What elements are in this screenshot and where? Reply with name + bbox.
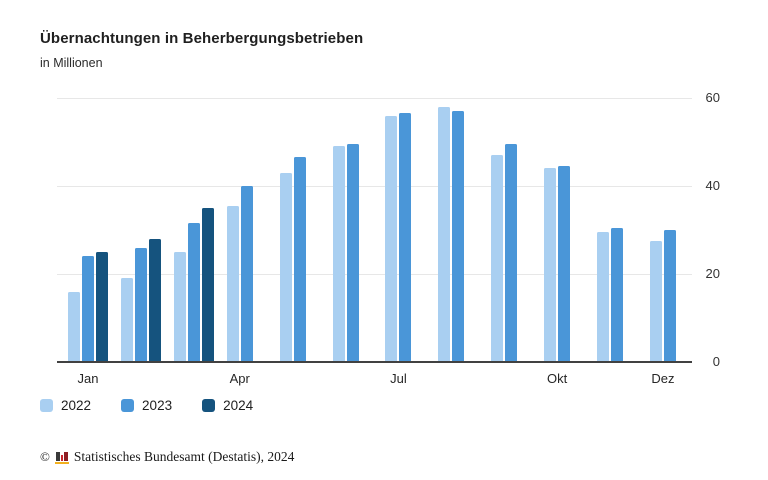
y-tick-label-60: 60 xyxy=(705,90,720,105)
legend: 2022 2023 2024 xyxy=(40,398,253,413)
chart-title: Übernachtungen in Beherbergungsbetrieben xyxy=(40,30,364,47)
month-group-Sep xyxy=(480,98,533,362)
bar-2022-Okt[interactable] xyxy=(544,168,557,362)
bar-2023-Feb[interactable] xyxy=(134,247,147,362)
legend-item-2024[interactable]: 2024 xyxy=(202,398,253,413)
x-tick-label-Jul: Jul xyxy=(390,371,407,386)
bar-2024-Feb[interactable] xyxy=(148,238,161,362)
bar-2024-Mär[interactable] xyxy=(201,208,214,362)
month-group-Jun xyxy=(322,98,375,362)
legend-item-2022[interactable]: 2022 xyxy=(40,398,91,413)
x-tick-label-Okt: Okt xyxy=(547,371,568,386)
bar-2022-Jun[interactable] xyxy=(332,146,345,362)
y-tick-label-0: 0 xyxy=(712,354,720,369)
bars-row: Jan Apr Jul Okt Dez xyxy=(57,98,692,386)
bar-2022-Jan[interactable] xyxy=(68,291,80,362)
bar-2022-Mai[interactable] xyxy=(279,172,292,362)
bar-2022-Jul[interactable] xyxy=(385,115,398,362)
destatis-logo-icon xyxy=(54,451,69,464)
bar-2023-Aug[interactable] xyxy=(452,111,465,362)
plot-area: Jan Apr Jul Okt Dez xyxy=(57,98,692,386)
legend-swatch-2022 xyxy=(40,399,53,412)
bar-2023-Nov[interactable] xyxy=(611,227,624,362)
month-group-Mär xyxy=(163,98,216,362)
month-group-Apr: Apr xyxy=(216,98,269,386)
copyright-sign: © xyxy=(40,449,50,464)
bar-2022-Aug[interactable] xyxy=(438,106,451,362)
gridline-40 xyxy=(57,186,692,187)
source-text: Statistisches Bundesamt (Destatis), 2024 xyxy=(73,449,295,464)
bar-2022-Dez[interactable] xyxy=(649,241,662,362)
month-group-Jan: Jan xyxy=(57,98,110,386)
month-group-Dez: Dez xyxy=(639,98,692,386)
month-group-Feb xyxy=(110,98,163,362)
bar-2023-Mai[interactable] xyxy=(293,157,306,362)
month-group-Mai xyxy=(269,98,322,362)
bar-2023-Okt[interactable] xyxy=(558,166,571,362)
gridline-20 xyxy=(57,274,692,275)
x-tick-label-Apr: Apr xyxy=(229,371,250,386)
bar-2023-Mär[interactable] xyxy=(187,223,200,362)
x-tick-label-Dez: Dez xyxy=(651,371,675,386)
month-group-Jul: Jul xyxy=(374,98,427,386)
y-tick-label-40: 40 xyxy=(705,178,720,193)
bar-2023-Apr[interactable] xyxy=(240,186,253,362)
legend-swatch-2024 xyxy=(202,399,216,412)
legend-item-2023[interactable]: 2023 xyxy=(121,398,172,413)
bar-2022-Mär[interactable] xyxy=(173,252,186,362)
month-group-Okt: Okt xyxy=(533,98,586,386)
legend-label-2024: 2024 xyxy=(223,398,254,413)
legend-label-2023: 2023 xyxy=(142,398,173,413)
chart-subtitle: in Millionen xyxy=(40,56,103,70)
legend-label-2022: 2022 xyxy=(61,398,92,413)
bar-2023-Sep[interactable] xyxy=(505,144,518,362)
bar-2023-Jul[interactable] xyxy=(399,113,412,362)
x-tick-label-Jan: Jan xyxy=(77,371,99,386)
y-tick-label-20: 20 xyxy=(705,266,720,281)
bar-2022-Feb[interactable] xyxy=(120,278,133,362)
bar-2022-Apr[interactable] xyxy=(226,205,239,362)
bar-2023-Dez[interactable] xyxy=(663,230,676,362)
month-group-Aug xyxy=(427,98,480,362)
bar-2022-Sep[interactable] xyxy=(491,155,504,362)
legend-swatch-2023 xyxy=(121,399,135,412)
bar-2023-Jan[interactable] xyxy=(82,256,94,362)
bar-2022-Nov[interactable] xyxy=(597,232,610,362)
y-axis-labels: 0 20 40 60 xyxy=(698,90,720,369)
gridline-60 xyxy=(57,98,692,99)
bar-2023-Jun[interactable] xyxy=(346,144,359,362)
x-axis-line xyxy=(57,361,692,363)
bar-2024-Jan[interactable] xyxy=(96,252,108,362)
source-footer: © Statistisches Bundesamt (Destatis), 20… xyxy=(40,449,294,465)
month-group-Nov xyxy=(586,98,639,362)
